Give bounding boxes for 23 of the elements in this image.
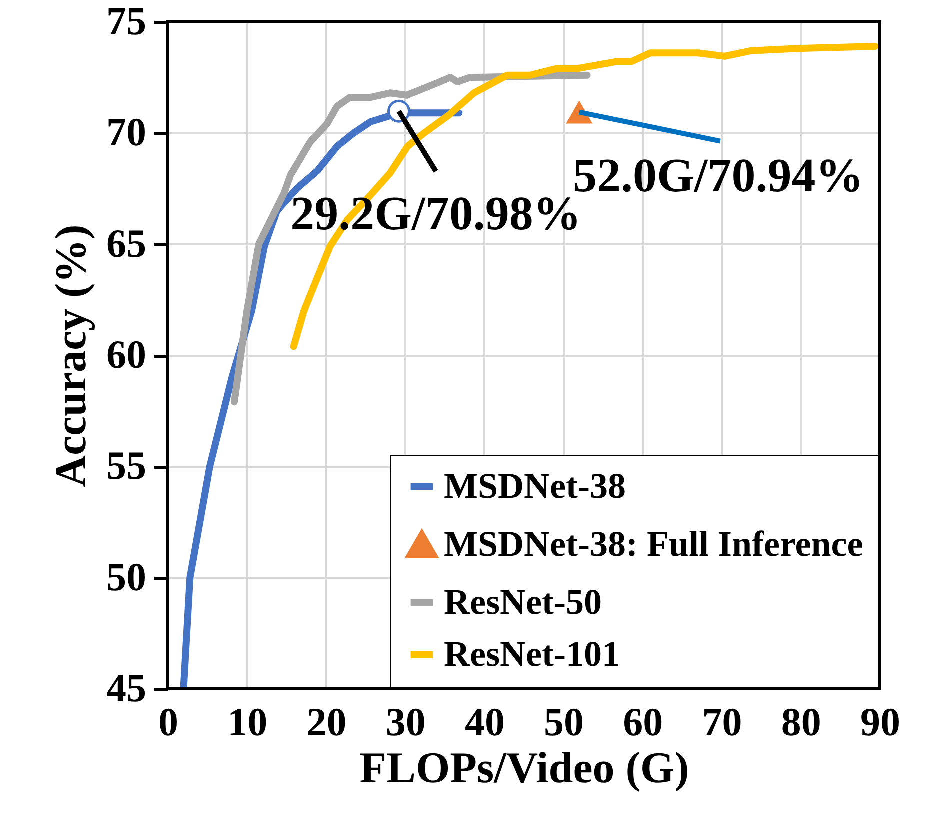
x-tick-label: 70 (702, 700, 742, 744)
x-tick-label: 10 (228, 700, 268, 744)
x-axis-title: FLOPs/Video (G) (360, 744, 690, 792)
y-tick-label: 70 (106, 110, 146, 155)
legend-label: ResNet-50 (444, 582, 602, 622)
x-tick-label: 20 (306, 700, 347, 744)
y-tick-label: 55 (106, 443, 146, 488)
y-tick-label: 50 (106, 554, 146, 600)
x-tick-label: 40 (464, 700, 505, 744)
legend-label: ResNet-101 (444, 634, 620, 674)
y-tick-label: 60 (106, 332, 146, 377)
legend-label: MSDNet-38 (444, 466, 626, 506)
x-tick-label: 0 (158, 700, 178, 744)
y-axis-title: Accuracy (%) (46, 224, 96, 488)
x-tick-label: 80 (781, 700, 822, 744)
x-tick-label: 30 (386, 700, 426, 744)
x-tick-label: 60 (623, 700, 664, 744)
x-tick-label: 90 (860, 700, 900, 744)
x-tick-label: 50 (544, 700, 584, 744)
y-tick-label: 65 (106, 220, 146, 266)
y-tick-label: 45 (106, 666, 146, 710)
legend-label: MSDNet-38: Full Inference (444, 524, 864, 564)
y-tick-label: 75 (106, 0, 146, 44)
